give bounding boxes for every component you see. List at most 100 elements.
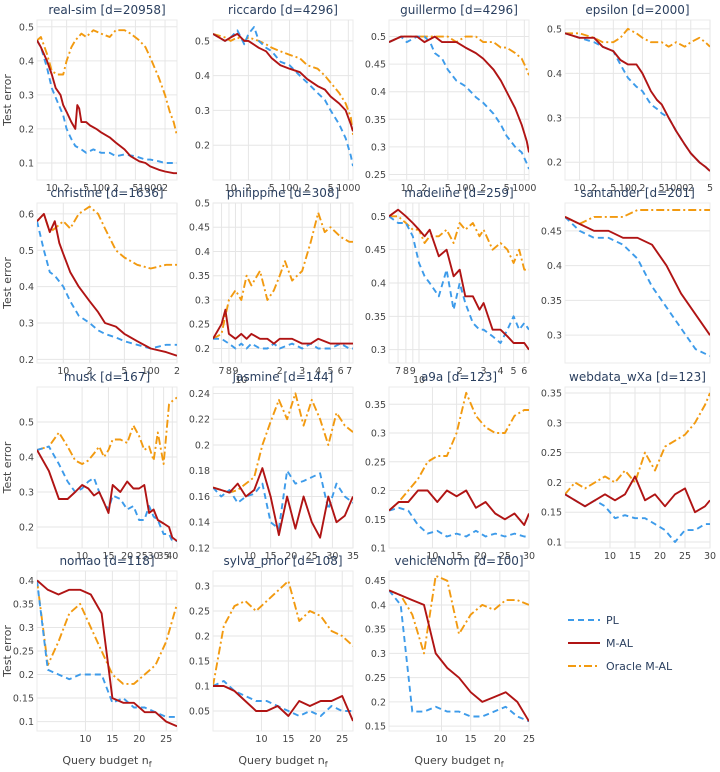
y-tick-label: 0.4: [19, 453, 34, 464]
y-tick-label: 0.3: [195, 582, 210, 593]
y-tick-label: 0.4: [371, 600, 386, 611]
series-line-m-al: [37, 449, 177, 542]
y-tick-label: 0.3: [371, 429, 386, 440]
x-tick-label: 25: [306, 551, 318, 562]
y-tick-label: 0.3: [19, 90, 34, 101]
series-line-pl: [565, 216, 710, 357]
x-tick-label: 10: [426, 551, 438, 562]
subplot-title: real-sim [d=20958]: [48, 3, 165, 17]
series-line-m-al: [565, 475, 710, 514]
series-line-oracle-m-al: [213, 392, 353, 494]
y-tick-label: 0.15: [365, 515, 386, 526]
x-tick-label: 2: [688, 183, 694, 194]
subplot-11: 0.1 0.15 0.2 0.25 0.3 0.35 10 15 20 25 30 a9a [d=12…: [365, 370, 535, 562]
y-tick-label: 0.25: [189, 320, 210, 331]
x-axis-title-subscript: f: [325, 760, 328, 769]
subplot-14: 0.050.10.150.20.250.310 15 20 25sylva_prior…: [189, 554, 354, 745]
y-tick-label: 0.1: [371, 544, 386, 555]
y-tick-label: 0.25: [365, 170, 386, 181]
y-tick-label: 0.12: [189, 544, 210, 555]
plot-area: [36, 19, 178, 181]
x-tick-label: 25: [136, 551, 148, 562]
x-tick-label: 30: [704, 551, 716, 562]
x-tick-label: 15: [265, 551, 277, 562]
series-line-oracle-m-al: [389, 574, 529, 655]
x-tick-label: 10: [413, 375, 425, 386]
subplot-3: 0.250.30.350.40.450.510 2 5 100 2 5 1000guille…: [365, 3, 537, 194]
x-tick-label: 4: [315, 366, 321, 377]
y-tick-label: 0.6: [19, 209, 34, 220]
x-axis-title-subscript: f: [501, 760, 504, 769]
y-tick-label: 0.45: [365, 576, 386, 587]
plot-area: [212, 19, 354, 181]
series-line-oracle-m-al: [389, 391, 529, 512]
series-line-oracle-m-al: [213, 580, 353, 687]
series-line-oracle-m-al: [37, 205, 177, 270]
x-tick-label: 20: [654, 551, 666, 562]
x-tick-label: 10: [79, 734, 91, 745]
x-tick-label: 2: [277, 366, 283, 377]
x-tick-label: 100: [142, 366, 160, 377]
series-line-oracle-m-al: [565, 392, 710, 495]
x-tick-label: 7: [346, 366, 352, 377]
y-tick-label: 0.3: [19, 488, 34, 499]
y-tick-label: 0.2: [19, 523, 34, 534]
x-tick-label: 5: [445, 183, 451, 194]
y-tick-label: 0.35: [541, 388, 562, 399]
x-tick-label: 1000: [138, 183, 162, 194]
x-tick-label: 6: [521, 366, 527, 377]
x-tick-label: 25: [160, 734, 172, 745]
y-tick-label: 0.4: [195, 247, 210, 258]
series-line-m-al: [213, 32, 353, 132]
x-tick-label: 100: [456, 183, 474, 194]
series-line-m-al: [389, 208, 529, 351]
series-line-oracle-m-al: [213, 211, 353, 340]
x-tick-label: 5: [132, 183, 138, 194]
x-tick-label: 9: [410, 366, 416, 377]
x-tick-label: 2: [480, 183, 486, 194]
y-tick-label: 0.2: [19, 670, 34, 681]
y-tick-label: 0.15: [189, 657, 210, 668]
series-line-m-al: [565, 216, 710, 336]
y-tick-label: 0.15: [13, 694, 34, 705]
y-tick-label: 0.1: [195, 682, 210, 693]
y-tick-label: 0.3: [19, 319, 34, 330]
plot-area: [212, 202, 354, 364]
y-tick-label: 0.35: [189, 271, 210, 282]
x-tick-label: 25: [499, 551, 511, 562]
subplot-6: 0.20.250.30.350.40.450.57 8 9 2 3 4 5 6 710phili…: [189, 186, 354, 386]
y-tick-label: 0.35: [365, 115, 386, 126]
series-line-m-al: [389, 489, 529, 526]
x-axis-title: Query budget nf: [62, 754, 151, 769]
x-tick-label: 20: [285, 551, 297, 562]
y-tick-label: 0.2: [547, 158, 562, 169]
y-tick-label: 0.4: [371, 87, 386, 98]
y-tick-label: 0.2: [547, 478, 562, 489]
series-line-m-al: [389, 589, 529, 722]
y-axis-title: Test error: [1, 257, 14, 310]
subplot-title: santander [d=201]: [580, 186, 695, 200]
y-tick-label: 0.22: [189, 415, 210, 426]
series-line-pl: [213, 680, 353, 717]
x-tick-label: 5: [511, 366, 517, 377]
subplot-title: jasmine [d=144]: [232, 370, 334, 384]
x-tick-label: 2: [64, 183, 70, 194]
x-tick-label: 10: [244, 551, 256, 562]
x-tick-label: 2: [174, 366, 180, 377]
y-tick-label: 0.4: [19, 576, 34, 587]
series-line-oracle-m-al: [37, 29, 177, 136]
x-tick-label: 3: [299, 366, 305, 377]
x-tick-label: 25: [679, 551, 691, 562]
series-line-oracle-m-al: [389, 35, 529, 76]
y-axis-title: Test error: [1, 74, 14, 127]
x-tick-label: 10: [255, 734, 267, 745]
x-tick-label: 15: [629, 551, 641, 562]
x-tick-label: 15: [282, 734, 294, 745]
